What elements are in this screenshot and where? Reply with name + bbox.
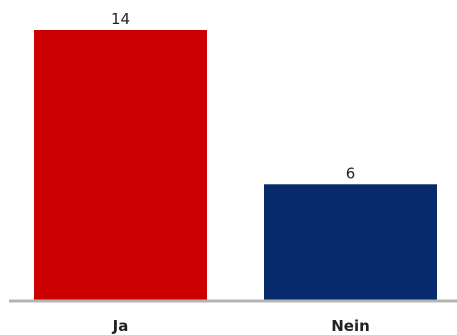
value-label-ja: 14: [111, 10, 130, 28]
bar-ja: [34, 30, 207, 300]
category-label-ja: Ja: [112, 317, 129, 335]
value-labels-group: 14 6: [111, 10, 355, 182]
category-labels-group: Ja Nein: [112, 317, 370, 335]
bars-group: [34, 30, 437, 300]
value-label-nein: 6: [346, 164, 356, 182]
category-label-nein: Nein: [331, 317, 370, 335]
bar-nein: [264, 184, 437, 300]
